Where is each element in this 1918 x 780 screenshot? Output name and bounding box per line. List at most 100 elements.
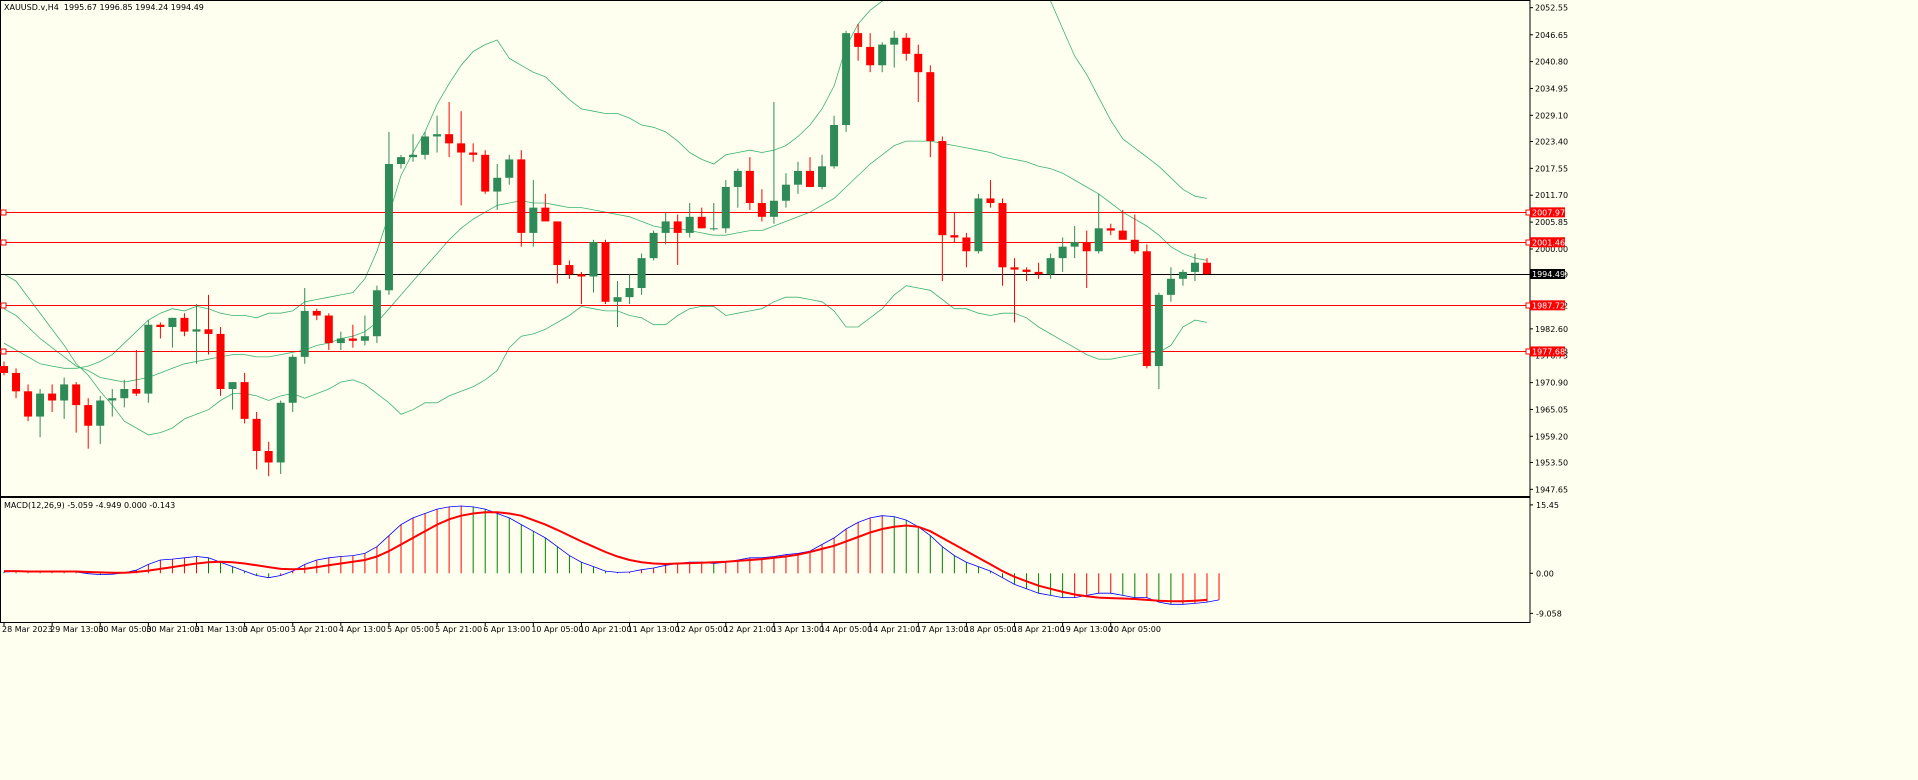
candle[interactable] [1106,223,1115,236]
candle[interactable] [938,136,947,282]
candle[interactable] [469,143,478,162]
candle[interactable] [613,281,622,328]
candle[interactable] [1178,269,1187,286]
candle[interactable] [240,372,249,424]
candle[interactable] [1022,267,1031,282]
candle[interactable] [168,317,177,348]
candle[interactable] [384,131,393,295]
candle[interactable] [120,379,129,408]
candle[interactable] [372,285,381,344]
candle[interactable] [457,111,466,206]
candle[interactable] [962,232,971,268]
candle[interactable] [806,157,815,187]
candle[interactable] [1034,262,1043,279]
level-anchor-handle[interactable] [0,209,7,216]
candle[interactable] [541,193,550,222]
candle[interactable] [914,44,923,103]
candle[interactable] [1142,244,1151,369]
candle[interactable] [1010,258,1019,323]
candle[interactable] [336,331,345,350]
candle[interactable] [445,102,454,158]
candle[interactable] [517,150,526,247]
candle[interactable] [1046,253,1055,279]
candle[interactable] [144,320,153,403]
candle[interactable] [276,400,285,474]
candle[interactable] [890,30,899,68]
candle[interactable] [1070,226,1079,259]
candle[interactable] [264,441,273,477]
candle[interactable] [252,411,261,470]
candle[interactable] [529,180,538,247]
candle[interactable] [1154,292,1163,390]
candle[interactable] [818,154,827,190]
chart-window[interactable]: 2052.55 2046.65 2040.80 2034.95 2029.10 2023.… [0,0,1568,640]
candle[interactable] [950,212,959,243]
candle[interactable] [1130,214,1139,254]
candle[interactable] [228,382,237,410]
candle[interactable] [902,33,911,61]
candle[interactable] [324,313,333,350]
candle[interactable] [553,221,562,284]
candle[interactable] [108,389,117,417]
candle[interactable] [24,384,33,422]
candle[interactable] [312,308,321,321]
candle[interactable] [192,304,201,364]
candle[interactable] [709,203,718,231]
candle[interactable] [96,395,105,445]
candle[interactable] [565,260,574,279]
candle[interactable] [216,327,225,396]
candle[interactable] [12,368,21,399]
candle[interactable] [649,230,658,261]
candle[interactable] [661,212,670,245]
candle[interactable] [396,154,405,169]
candle[interactable] [132,349,141,396]
candle[interactable] [998,198,1007,286]
candle[interactable] [1082,230,1091,288]
candle[interactable] [48,384,57,412]
level-anchor-handle[interactable] [0,348,7,355]
candle[interactable] [842,30,851,132]
candle[interactable] [757,189,766,222]
candle[interactable] [577,271,586,305]
candle[interactable] [793,161,802,194]
candle[interactable] [481,150,490,194]
candle[interactable] [348,324,357,348]
candle[interactable] [360,315,369,346]
candle[interactable] [589,239,598,293]
candle[interactable] [986,180,995,208]
candle[interactable] [300,287,309,364]
candle[interactable] [409,134,418,162]
candle[interactable] [625,274,634,305]
level-anchor-handle[interactable] [0,302,7,309]
candle[interactable] [1166,267,1175,302]
candle[interactable] [601,239,610,305]
candle[interactable] [673,214,682,266]
candle[interactable] [156,322,165,339]
candle[interactable] [637,253,646,295]
candle[interactable] [1058,237,1067,272]
candle[interactable] [733,168,742,208]
candle[interactable] [830,115,839,169]
candle[interactable] [866,33,875,73]
candle[interactable] [721,180,730,233]
candle[interactable] [60,377,69,419]
candle[interactable] [72,382,81,433]
candle[interactable] [745,157,754,210]
candle[interactable] [288,354,297,412]
candle[interactable] [854,23,863,61]
candle[interactable] [1118,209,1127,240]
candle[interactable] [493,164,502,210]
candle[interactable] [781,173,790,208]
candle[interactable] [974,193,983,254]
candle[interactable] [1094,193,1103,254]
candle[interactable] [180,313,189,337]
candle[interactable] [421,131,430,160]
candle[interactable] [36,389,45,438]
candle[interactable] [505,154,514,185]
level-anchor-handle[interactable] [0,239,7,246]
candle[interactable] [1203,258,1211,275]
candle[interactable] [0,361,8,376]
candle[interactable] [769,102,778,224]
candle[interactable] [697,207,706,229]
candle[interactable] [204,294,213,355]
